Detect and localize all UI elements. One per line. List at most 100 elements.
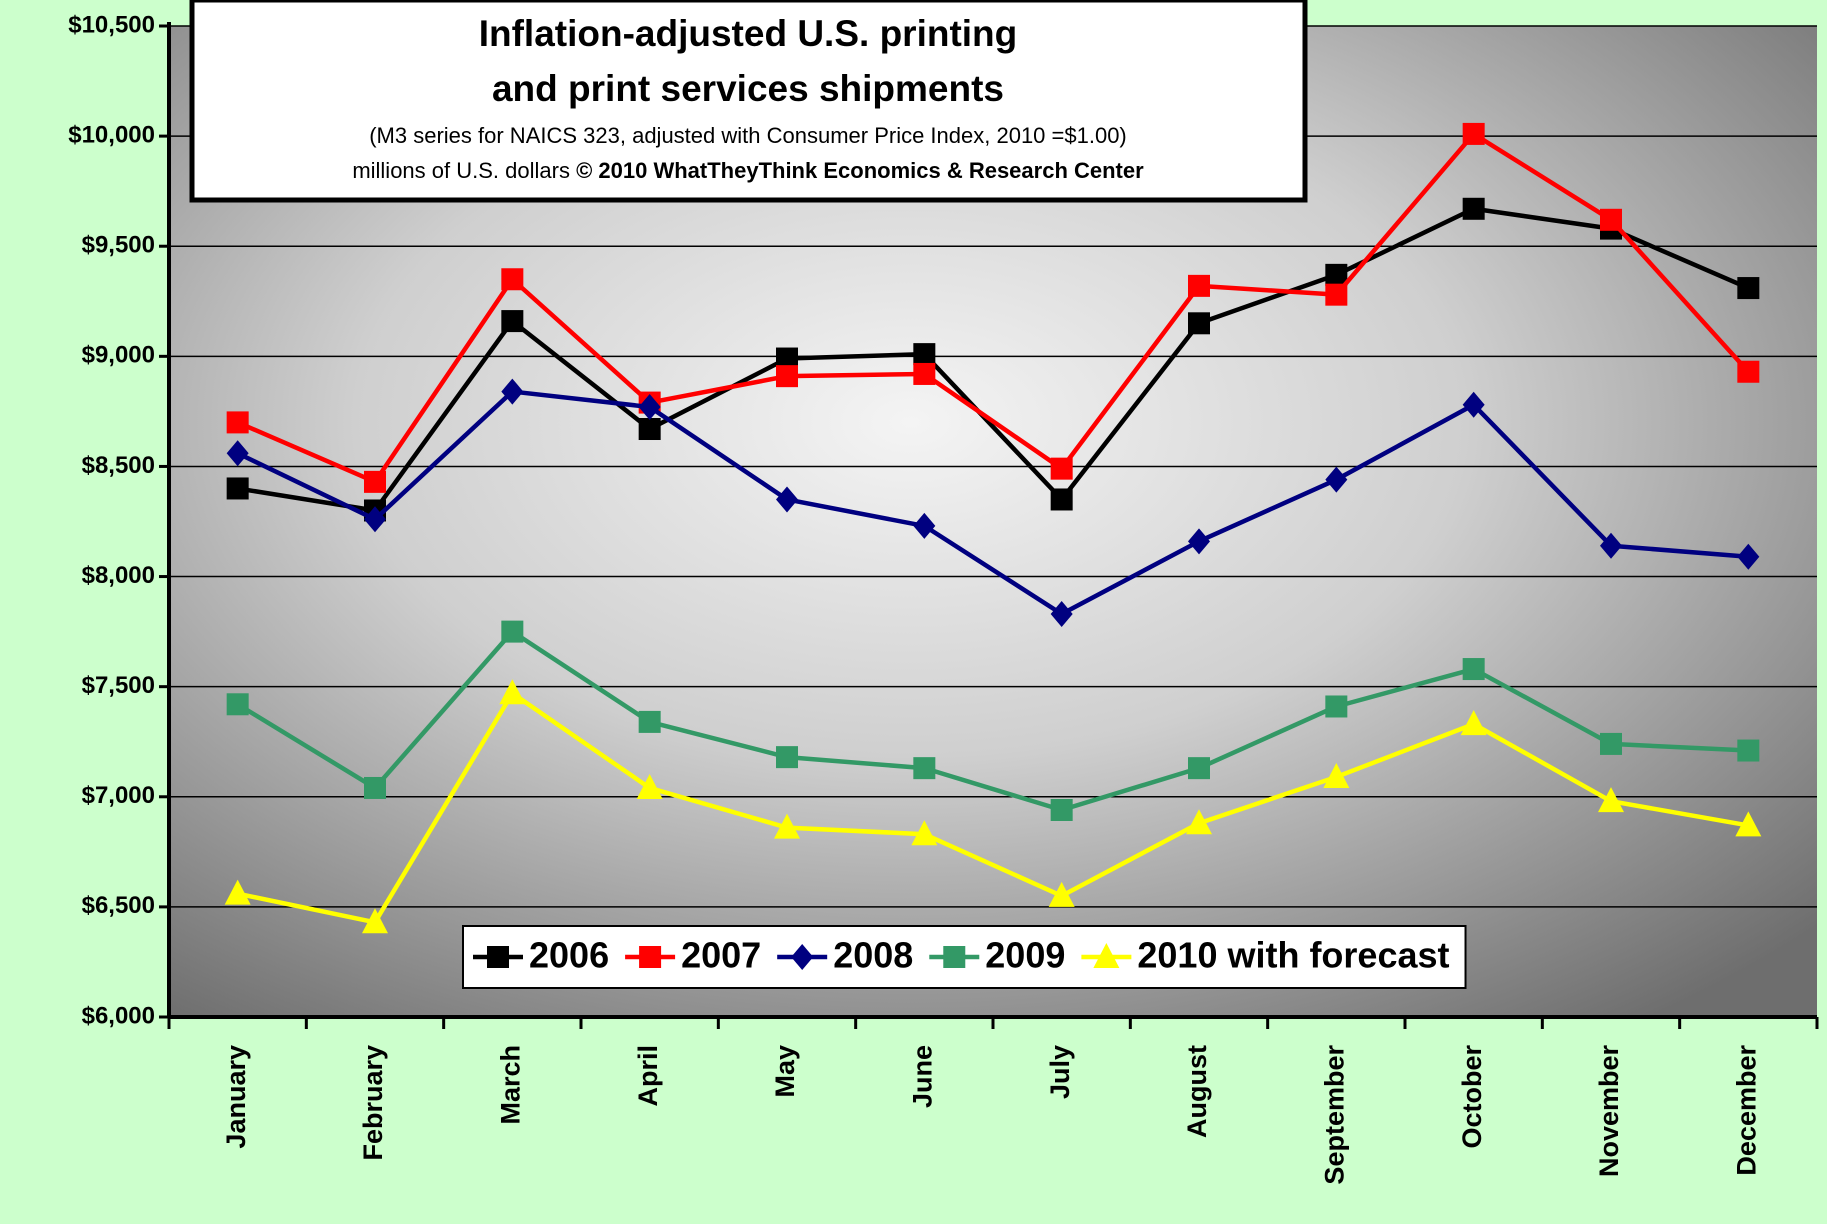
marker: [501, 620, 524, 643]
x-tick-label: January: [221, 1045, 251, 1149]
marker: [776, 365, 798, 388]
x-tick-label: June: [907, 1045, 937, 1108]
marker: [1600, 208, 1622, 231]
marker: [1188, 757, 1210, 780]
grid: $6,000 $6,500 $7,000 $7,500 $8,000 $8,500 $9,0…: [68, 11, 1819, 1185]
y-tick-label: $10,000: [68, 121, 155, 148]
x-tick-label: August: [1182, 1045, 1212, 1138]
marker: [774, 813, 800, 839]
marker: [1600, 532, 1622, 559]
y-tick-label: $9,000: [82, 342, 155, 369]
marker: [638, 418, 661, 441]
marker: [943, 946, 966, 968]
x-tick-label: March: [495, 1045, 525, 1125]
marker: [487, 946, 509, 968]
legend-label: 2007: [681, 935, 761, 976]
marker: [636, 773, 663, 799]
x-tick-label: July: [1045, 1045, 1075, 1099]
chart-subtitle: (M3 series for NAICS 323, adjusted with …: [369, 123, 1127, 148]
x-tick-label: November: [1594, 1045, 1624, 1178]
marker: [1598, 787, 1624, 813]
marker: [1462, 197, 1485, 220]
series-line: [237, 691, 1749, 925]
marker: [911, 820, 938, 846]
marker: [1735, 811, 1762, 837]
series-line: [237, 206, 1750, 513]
legend-label: 2006: [529, 935, 609, 976]
series-line: [236, 629, 1749, 813]
series-line: [236, 131, 1751, 485]
marker: [1186, 809, 1212, 835]
marker: [501, 378, 524, 405]
y-tick-label: $8,000: [82, 562, 155, 589]
marker: [501, 310, 524, 333]
marker: [776, 746, 798, 769]
x-tick-label: September: [1319, 1045, 1349, 1185]
marker: [1050, 457, 1073, 480]
marker: [364, 470, 386, 493]
source: © 2010 WhatTheyThink Economics & Researc…: [576, 158, 1144, 183]
marker: [364, 776, 386, 799]
y-tick-label: $10,500: [68, 11, 155, 38]
marker: [639, 946, 662, 968]
marker: [1188, 312, 1210, 335]
marker: [913, 343, 936, 366]
marker: [1737, 543, 1760, 570]
y-tick-label: $6,500: [82, 892, 155, 919]
marker: [1462, 122, 1485, 145]
marker: [224, 879, 251, 905]
marker: [1050, 488, 1073, 511]
series-lines: [224, 122, 1762, 934]
marker: [226, 477, 249, 500]
marker: [1188, 274, 1210, 297]
marker: [913, 362, 936, 385]
x-tick-label: May: [770, 1045, 800, 1098]
marker: [1460, 710, 1487, 736]
marker: [362, 908, 388, 934]
marker: [1462, 391, 1485, 418]
marker: [1050, 798, 1073, 821]
y-tick-label: $8,500: [82, 452, 155, 479]
marker: [499, 679, 526, 705]
marker: [1737, 360, 1760, 383]
marker: [1737, 739, 1760, 762]
y-tick-label: $6,000: [82, 1002, 155, 1029]
legend-label: 2009: [985, 935, 1065, 976]
x-tick-label: April: [633, 1045, 663, 1107]
y-tick-label: $9,500: [82, 232, 155, 259]
marker: [1093, 943, 1120, 968]
x-tick-label: February: [358, 1045, 388, 1161]
chart-title: Inflation-adjusted U.S. printing: [479, 13, 1018, 54]
marker: [913, 757, 936, 780]
x-tick-label: October: [1457, 1045, 1487, 1149]
marker: [791, 944, 814, 970]
marker: [364, 506, 386, 533]
legend-label: 2008: [833, 935, 913, 976]
marker: [1048, 881, 1075, 907]
marker: [776, 486, 798, 513]
marker: [226, 440, 249, 467]
marker: [226, 411, 249, 434]
y-tick-label: $7,500: [82, 672, 155, 699]
marker: [1325, 263, 1348, 286]
marker: [1737, 277, 1760, 300]
legend: 2006 2007 2008 2009 2010 with forecast: [462, 925, 1467, 989]
x-tick-label: December: [1731, 1045, 1761, 1176]
chart-source: millions of U.S. dollars © 2010 WhatThey…: [352, 158, 1144, 183]
marker: [1462, 658, 1485, 681]
legend-label: 2010 with forecast: [1137, 935, 1449, 976]
y-tick-label: $7,000: [82, 782, 155, 809]
marker: [1188, 528, 1210, 555]
marker: [226, 693, 249, 716]
chart-title: and print services shipments: [492, 68, 1004, 109]
marker: [1050, 600, 1073, 627]
marker: [638, 710, 661, 733]
marker: [1325, 283, 1348, 306]
marker: [913, 512, 936, 539]
marker: [1325, 466, 1348, 493]
source-prefix: millions of U.S. dollars: [352, 158, 570, 183]
series-line: [236, 389, 1749, 617]
marker: [501, 268, 524, 291]
marker: [638, 393, 661, 420]
